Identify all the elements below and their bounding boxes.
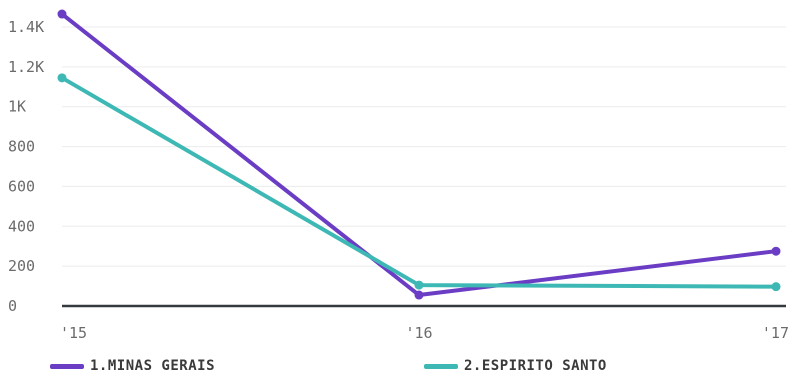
series-line-1 [60,75,778,289]
data-point[interactable] [414,280,424,290]
data-point[interactable] [771,246,781,256]
legend: 1.MINAS GERAIS 2.ESPIRITO SANTO [0,355,791,377]
y-tick-label: 1.2K [8,58,44,76]
legend-item-minas-gerais[interactable]: 1.MINAS GERAIS [50,355,215,377]
legend-swatch-espirito-santo [424,363,458,369]
data-point[interactable] [771,282,781,292]
y-tick-label: 800 [8,138,35,156]
y-tick-label: 1K [8,98,26,116]
y-tick-label: 400 [8,217,35,235]
x-tick-label: '16 [405,324,432,342]
series-line-0 [60,12,778,298]
x-tick-label: '15 [60,324,87,342]
data-point[interactable] [414,290,424,300]
x-tick-label: '17 [762,324,789,342]
legend-label-minas-gerais: 1.MINAS GERAIS [90,358,216,374]
legend-swatch-minas-gerais [50,363,84,369]
y-tick-label: 600 [8,177,35,195]
data-point[interactable] [57,9,67,19]
y-tick-label: 0 [8,297,17,315]
data-point[interactable] [57,73,67,83]
legend-item-espirito-santo[interactable]: 2.ESPIRITO SANTO [424,355,607,377]
y-tick-label: 1.4K [8,18,44,36]
y-tick-label: 200 [8,257,35,275]
legend-label-espirito-santo: 2.ESPIRITO SANTO [464,358,607,374]
